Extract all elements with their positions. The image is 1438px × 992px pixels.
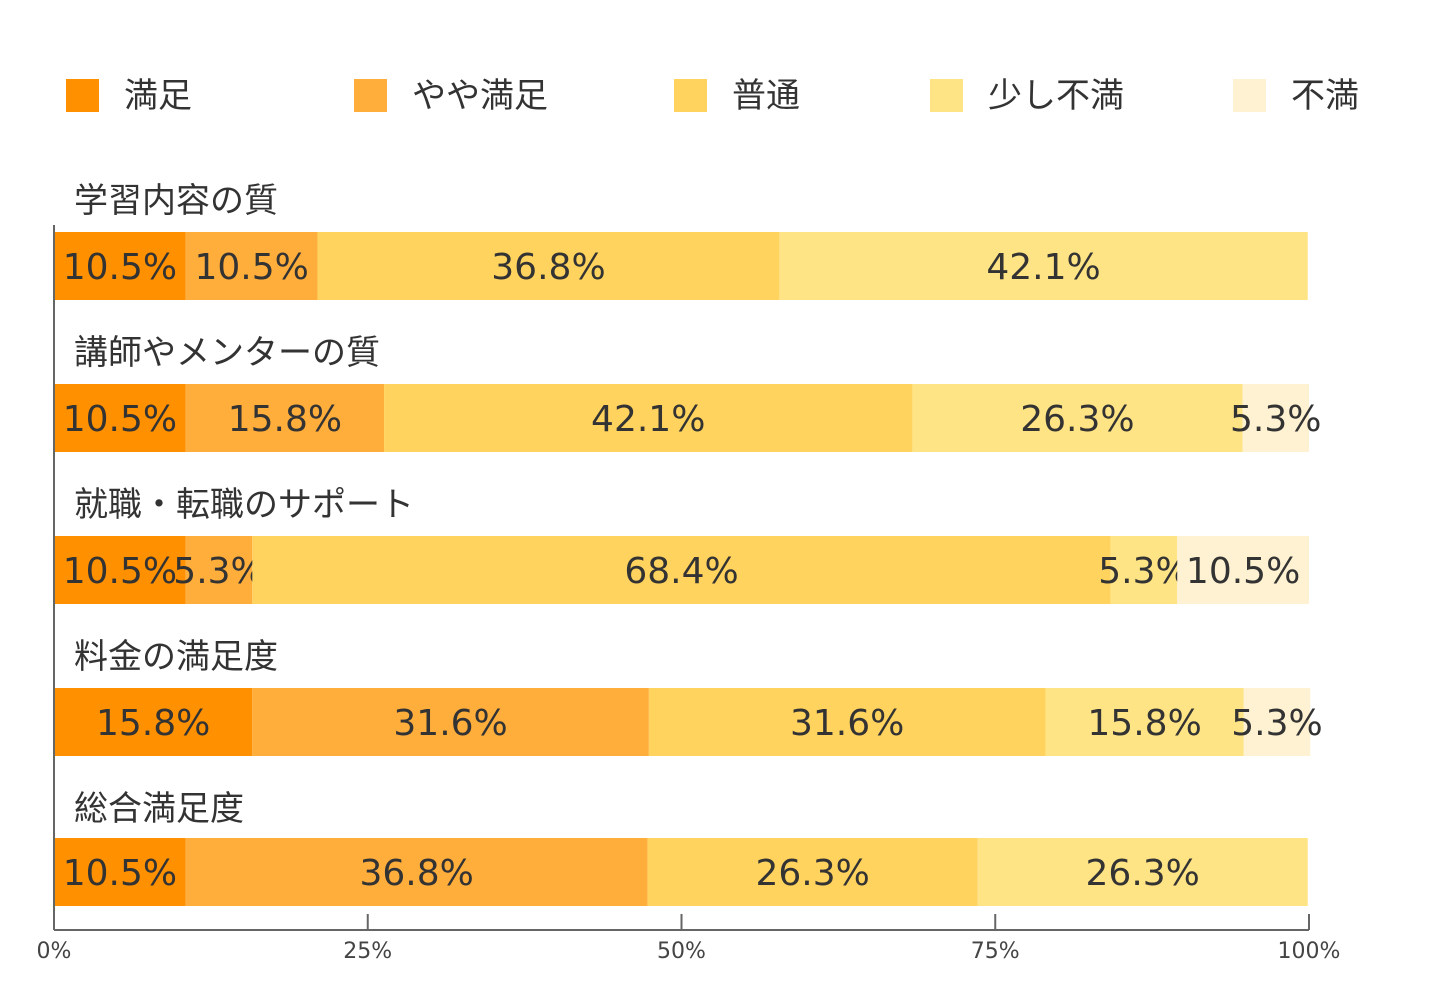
bar-segment-3-3 bbox=[252, 536, 1111, 604]
x-tick-label-3: 50% bbox=[657, 939, 706, 964]
legend: 満足 やや満足 普通 少し不満 不満 bbox=[66, 76, 1359, 116]
bar-segment-3-1 bbox=[54, 536, 186, 604]
legend-label-4: 少し不満 bbox=[988, 76, 1124, 116]
data-label-3-4: 5.3% bbox=[1098, 551, 1189, 592]
data-label-3-5: 10.5% bbox=[1186, 551, 1300, 592]
bar-segment-4-4 bbox=[1045, 688, 1244, 756]
legend-swatch-1 bbox=[66, 79, 99, 112]
data-label-1-3: 36.8% bbox=[491, 247, 605, 288]
x-axis: 0% 25% 50% 75% 100% bbox=[37, 225, 1341, 964]
bar-segment-4-5 bbox=[1243, 688, 1311, 756]
bars: 学習内容の質 10.5% 10.5% 36.8% 42.1% 講師やメンターの質 10.5%… bbox=[54, 181, 1323, 906]
data-label-4-1: 15.8% bbox=[96, 703, 210, 744]
bar-segment-1-2 bbox=[185, 232, 318, 300]
data-label-2-5: 5.3% bbox=[1230, 399, 1321, 440]
bar-segment-2-4 bbox=[912, 384, 1243, 452]
bar-segment-5-2 bbox=[185, 838, 648, 906]
data-label-3-1: 10.5% bbox=[63, 551, 177, 592]
legend-swatch-2 bbox=[354, 79, 387, 112]
bar-segment-3-5 bbox=[1177, 536, 1309, 604]
data-label-4-2: 31.6% bbox=[393, 703, 507, 744]
bar-segment-1-1 bbox=[54, 232, 186, 300]
x-tick-label-4: 75% bbox=[971, 939, 1020, 964]
data-label-3-3: 68.4% bbox=[624, 551, 738, 592]
data-label-5-1: 10.5% bbox=[63, 853, 177, 894]
category-label-2: 講師やメンターの質 bbox=[74, 333, 380, 373]
bar-segment-4-2 bbox=[252, 688, 649, 756]
bar-segment-5-1 bbox=[54, 838, 186, 906]
data-label-1-2: 10.5% bbox=[194, 247, 308, 288]
bar-segment-4-3 bbox=[648, 688, 1046, 756]
category-label-1: 学習内容の質 bbox=[74, 181, 278, 221]
legend-swatch-4 bbox=[930, 79, 963, 112]
category-label-3: 就職・転職のサポート bbox=[74, 485, 414, 525]
data-label-4-4: 15.8% bbox=[1087, 703, 1201, 744]
x-tick-label-2: 25% bbox=[343, 939, 392, 964]
bar-segment-2-3 bbox=[384, 384, 913, 452]
data-label-3-2: 5.3% bbox=[173, 551, 264, 592]
legend-label-3: 普通 bbox=[732, 76, 800, 116]
bar-segment-4-1 bbox=[54, 688, 253, 756]
data-label-5-3: 26.3% bbox=[755, 853, 869, 894]
x-tick-label-1: 0% bbox=[37, 939, 72, 964]
bar-segment-5-3 bbox=[647, 838, 978, 906]
data-label-4-3: 31.6% bbox=[790, 703, 904, 744]
legend-label-2: やや満足 bbox=[412, 76, 548, 116]
category-label-5: 総合満足度 bbox=[74, 789, 244, 829]
bar-segment-2-1 bbox=[54, 384, 186, 452]
data-label-4-5: 5.3% bbox=[1231, 703, 1322, 744]
bar-segment-2-5 bbox=[1242, 384, 1309, 452]
legend-label-1: 満足 bbox=[124, 76, 192, 116]
bar-segment-2-2 bbox=[185, 384, 385, 452]
data-label-1-4: 42.1% bbox=[986, 247, 1100, 288]
category-label-4: 料金の満足度 bbox=[74, 637, 278, 677]
bar-segment-3-4 bbox=[1110, 536, 1178, 604]
x-tick-label-5: 100% bbox=[1278, 939, 1341, 964]
data-label-5-4: 26.3% bbox=[1086, 853, 1200, 894]
data-label-2-2: 15.8% bbox=[228, 399, 342, 440]
data-label-1-1: 10.5% bbox=[63, 247, 177, 288]
bar-segment-1-3 bbox=[317, 232, 780, 300]
bar-segment-1-4 bbox=[779, 232, 1308, 300]
bar-segment-5-4 bbox=[977, 838, 1308, 906]
data-label-5-2: 36.8% bbox=[360, 853, 474, 894]
legend-swatch-3 bbox=[674, 79, 707, 112]
legend-swatch-5 bbox=[1233, 79, 1266, 112]
data-label-2-1: 10.5% bbox=[63, 399, 177, 440]
data-label-2-4: 26.3% bbox=[1020, 399, 1134, 440]
legend-label-5: 不満 bbox=[1291, 76, 1359, 116]
data-label-2-3: 42.1% bbox=[591, 399, 705, 440]
bar-segment-3-2 bbox=[185, 536, 253, 604]
